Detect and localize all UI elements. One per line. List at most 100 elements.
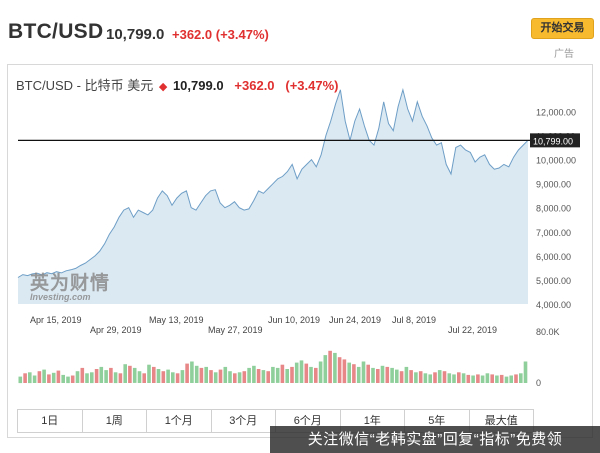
volume-bar: [70, 375, 75, 383]
volume-bar: [485, 373, 490, 383]
volume-bar: [85, 373, 89, 383]
volume-bar: [452, 374, 456, 383]
volume-bar: [404, 366, 409, 383]
volume-bar: [399, 371, 404, 383]
volume-bar: [180, 370, 185, 383]
volume-bar: [504, 376, 509, 384]
tab-1y[interactable]: 1年: [341, 410, 405, 432]
volume-bar: [56, 370, 61, 383]
volume-bar: [271, 366, 275, 383]
volume-bar: [242, 371, 247, 383]
volume-bar: [447, 373, 452, 383]
start-trading-button[interactable]: 开始交易: [531, 18, 594, 39]
volume-bar: [333, 352, 337, 383]
volume-bar: [209, 370, 213, 383]
tab-6m[interactable]: 6个月: [276, 410, 341, 432]
price-change: +362.0 (+3.47%): [172, 27, 269, 42]
volume-bar: [94, 369, 99, 383]
volume-bar: [233, 373, 237, 383]
chart-price: 10,799.0: [172, 78, 224, 93]
volume-bar: [466, 374, 471, 383]
volume-bar: [171, 372, 175, 384]
volume-bar: [514, 374, 518, 383]
chart-header: BTC/USD - 比特币 美元 ◆ 10,799.0 +362.0 (+3.4…: [16, 75, 339, 94]
chart-change: +362.0: [234, 78, 275, 93]
tab-1d[interactable]: 1日: [18, 410, 83, 432]
tab-max[interactable]: 最大值: [484, 415, 518, 427]
volume-bar: [75, 371, 80, 383]
volume-bar: [314, 367, 318, 383]
volume-bar: [147, 364, 151, 383]
volume-bar: [80, 367, 85, 383]
tab-1m[interactable]: 1个月: [147, 410, 212, 432]
volume-bar: [428, 374, 432, 383]
volume-bar: [309, 366, 313, 383]
volume-axis-label: 80.0K: [536, 327, 560, 337]
volume-bar: [294, 362, 299, 383]
volume-bar: [37, 371, 42, 383]
volume-bar: [390, 367, 394, 383]
promo-banner: 关注微信“老韩实盘”回复“指标”免费领: [270, 426, 600, 453]
volume-bar: [290, 366, 294, 383]
volume-bar: [499, 374, 504, 383]
x-tick-label: May 27, 2019: [208, 325, 263, 335]
volume-bar: [471, 375, 475, 383]
volume-bar: [337, 357, 342, 383]
current-price-tag: [530, 133, 580, 148]
volume-bar: [123, 364, 127, 383]
volume-bar: [409, 370, 413, 383]
logo-cn: 英为财情: [30, 273, 111, 294]
volume-bar: [18, 376, 23, 384]
x-tick-label: Apr 29, 2019: [90, 325, 142, 335]
volume-bar: [66, 376, 70, 384]
y-tick-label: 8,000.00: [536, 204, 571, 214]
last-price: 10,799.0: [106, 26, 165, 43]
volume-bar: [213, 372, 218, 384]
volume-bar: [185, 363, 189, 383]
x-tick-label: Jun 24, 2019: [329, 315, 381, 325]
tab-5y[interactable]: 5年: [405, 410, 470, 432]
current-price-label: 10,799.00: [533, 136, 573, 146]
volume-bar: [99, 366, 104, 383]
volume-bar: [437, 370, 442, 383]
volume-bar: [495, 375, 499, 383]
volume-bar: [442, 371, 447, 383]
volume-bar: [523, 361, 528, 383]
investing-logo: 英为财情 Investing.com: [30, 268, 110, 302]
volume-bar: [228, 371, 232, 383]
volume-bar: [128, 365, 132, 383]
volume-bar: [280, 364, 285, 383]
y-tick-label: 9,000.00: [536, 180, 571, 190]
volume-bar: [509, 375, 513, 383]
volume-bar: [237, 372, 242, 384]
volume-bar: [461, 373, 466, 383]
volume-bar: [366, 364, 370, 383]
tab-1w[interactable]: 1周: [83, 410, 147, 432]
volume-bar: [423, 373, 428, 383]
volume-bar: [380, 365, 385, 383]
y-tick-label: 7,000.00: [536, 228, 571, 238]
ad-label: 广告: [554, 49, 574, 60]
x-tick-label: Jul 8, 2019: [392, 315, 436, 325]
volume-bar: [299, 360, 304, 383]
volume-bar: [23, 373, 27, 383]
volume-bar: [142, 373, 146, 383]
volume-bar: [252, 365, 256, 383]
volume-bar: [152, 366, 156, 383]
y-tick-label: 5,000.00: [536, 276, 571, 286]
volume-bar: [109, 367, 113, 383]
volume-bar: [361, 361, 366, 383]
volume-bar: [47, 374, 51, 383]
volume-bar: [304, 363, 309, 383]
volume-bar: [104, 370, 108, 383]
volume-bar: [385, 366, 390, 383]
volume-axis-label: 0: [536, 378, 541, 388]
y-tick-label: 4,000.00: [536, 300, 571, 310]
volume-bar: [261, 370, 266, 383]
volume-bar: [42, 369, 46, 383]
volume-bar: [194, 365, 199, 383]
tab-3m[interactable]: 3个月: [212, 410, 276, 432]
volume-bar: [51, 372, 56, 383]
logo-en: Investing.com: [30, 292, 91, 302]
